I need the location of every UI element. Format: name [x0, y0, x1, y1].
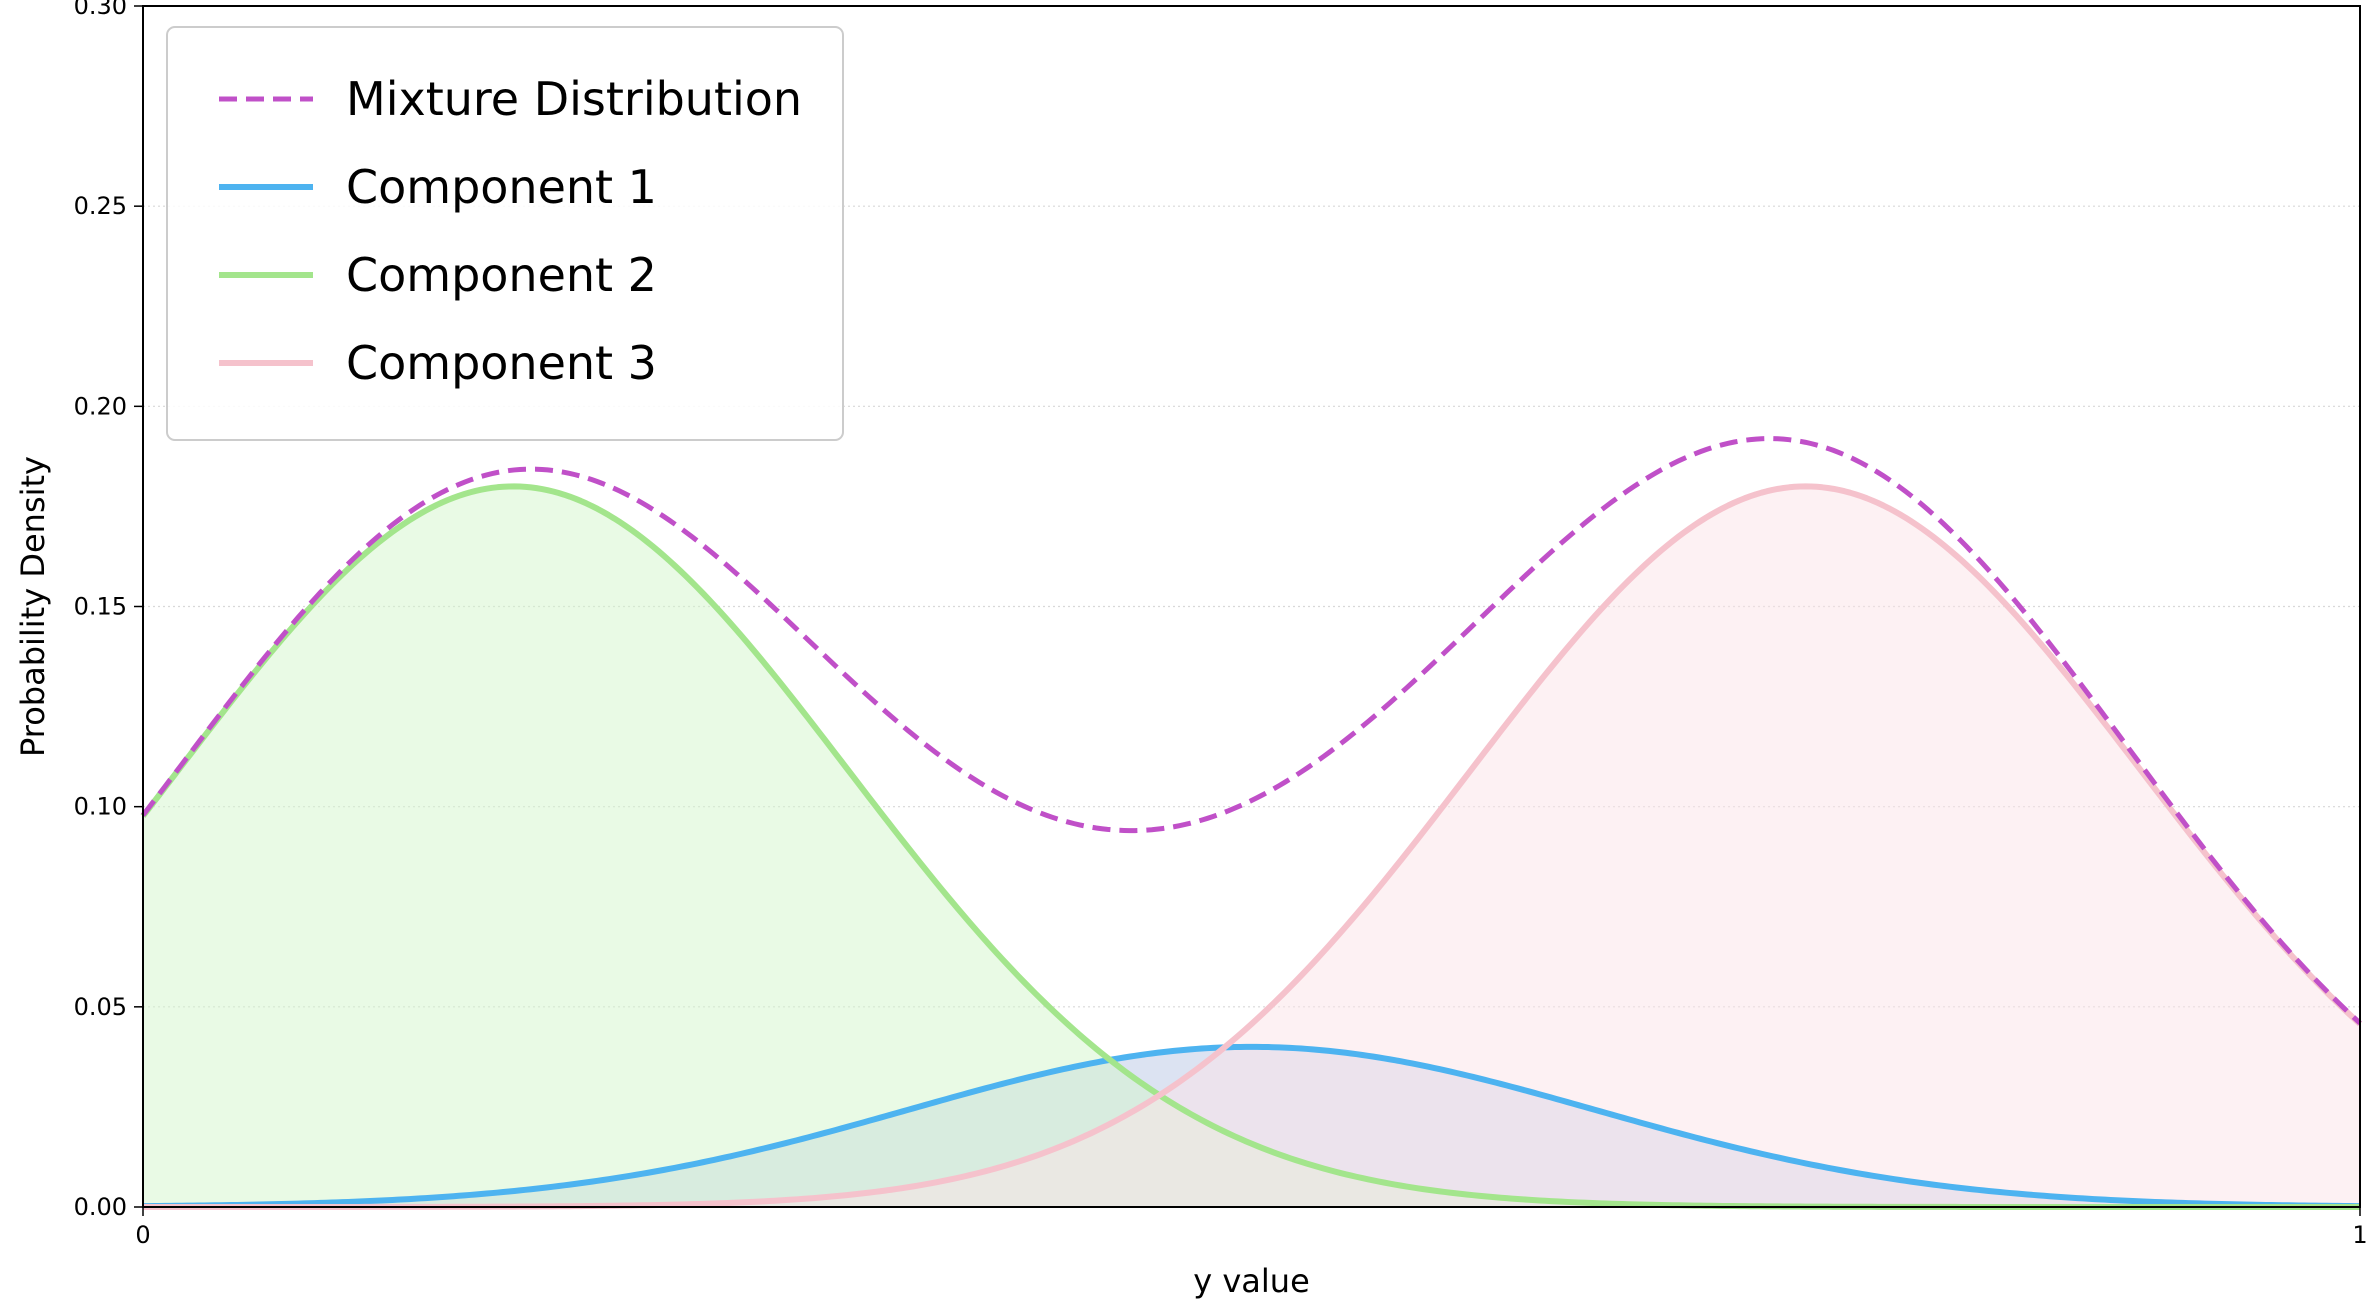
- x-axis-title: y value: [1193, 1262, 1310, 1300]
- y-tick-label: 0.10: [74, 793, 127, 821]
- y-tick-label: 0.00: [74, 1193, 127, 1221]
- axis-ticks: 0.00 0.05 0.10 0.15 0.20 0.25 0.30 0 1: [74, 0, 2368, 1249]
- legend-label-component-3: Component 3: [346, 336, 657, 390]
- component-fills: [143, 486, 2360, 1207]
- y-tick-label: 0.30: [74, 0, 127, 20]
- y-tick-label: 0.20: [74, 392, 127, 420]
- component-3-fill-area: [143, 486, 2360, 1207]
- legend-box: [166, 26, 844, 441]
- legend-label-mixture-distribution: Mixture Distribution: [346, 72, 802, 126]
- component-2-fill-area: [143, 486, 2360, 1207]
- x-tick-label: 0: [135, 1221, 150, 1249]
- component-1-line: [142, 1043, 2361, 1210]
- legend: Mixture Distribution Component 1 Component…: [166, 26, 844, 441]
- series-lines: [140, 436, 2363, 1210]
- y-axis-title: Probability Density: [14, 456, 52, 757]
- legend-label-component-2: Component 2: [346, 248, 657, 302]
- legend-label-component-1: Component 1: [346, 160, 657, 214]
- y-tick-label: 0.15: [74, 593, 127, 621]
- mixture-distribution-line: [141, 436, 2362, 1025]
- x-tick-label: 1: [2352, 1221, 2367, 1249]
- y-tick-label: 0.05: [74, 993, 127, 1021]
- y-tick-label: 0.25: [74, 192, 127, 220]
